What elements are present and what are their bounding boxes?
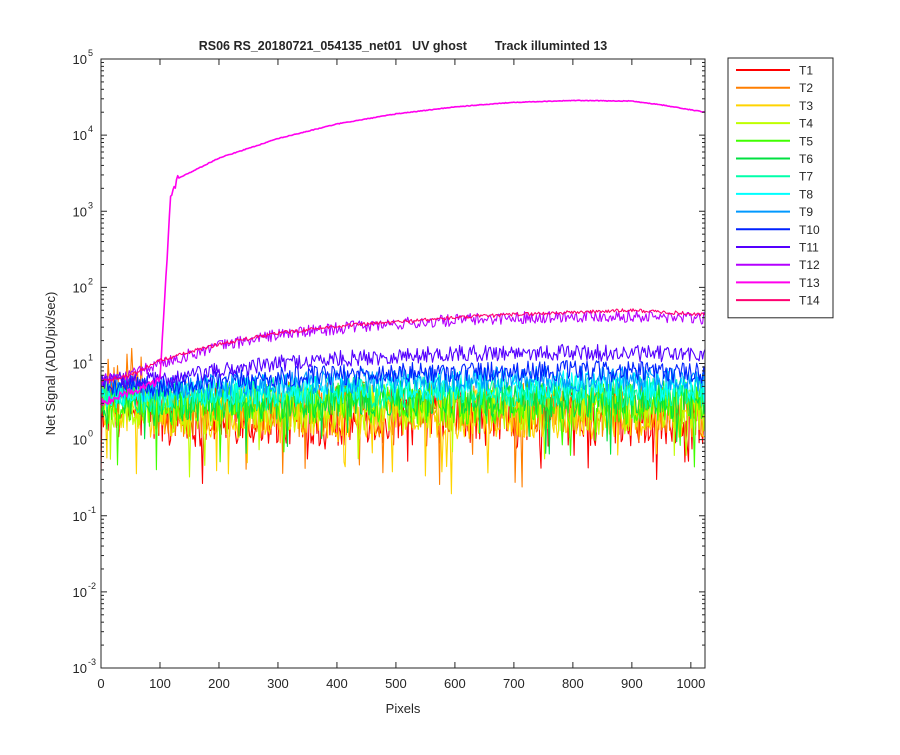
legend-label: T1 — [799, 64, 813, 78]
y-tick-exponent: 5 — [88, 48, 93, 58]
y-tick-exponent: 3 — [88, 200, 93, 210]
x-tick-label: 700 — [503, 676, 525, 691]
legend-label: T14 — [799, 294, 820, 308]
legend-item-t4: T4 — [736, 117, 813, 131]
x-tick-label: 600 — [444, 676, 466, 691]
y-tick-label: 10 — [73, 509, 87, 524]
legend-item-t1: T1 — [736, 64, 813, 78]
series-line-t9 — [100, 365, 706, 402]
y-tick-label: 10 — [73, 357, 87, 372]
y-tick-label: 10 — [73, 661, 87, 676]
chart-title: RS06 RS_20180721_054135_net01 UV ghost T… — [199, 39, 608, 53]
x-tick-label: 200 — [208, 676, 230, 691]
legend-label: T3 — [799, 99, 813, 113]
legend: T1 T2 T3 T4 T5 T6 T7 T8 T9 T10 T11 T12 T13 T14 — [727, 57, 834, 319]
legend-item-t11: T11 — [736, 241, 819, 255]
series-line-t13 — [100, 99, 706, 406]
legend-label: T12 — [799, 258, 820, 272]
legend-item-t9: T9 — [736, 205, 813, 219]
legend-label: T13 — [799, 276, 820, 290]
x-tick-label: 500 — [385, 676, 407, 691]
series-line-t10 — [100, 360, 706, 397]
y-tick-label: 10 — [73, 128, 87, 143]
x-tick-label: 300 — [267, 676, 289, 691]
legend-label: T5 — [799, 134, 813, 148]
y-tick-exponent: 1 — [88, 353, 93, 363]
y-tick-label: 10 — [73, 52, 87, 67]
legend-label: T10 — [799, 223, 820, 237]
x-tick-label: 400 — [326, 676, 348, 691]
legend-item-t10: T10 — [736, 223, 820, 237]
legend-box — [727, 57, 834, 319]
y-axis-label: Net Signal (ADU/pix/sec) — [43, 292, 58, 436]
legend-label: T4 — [799, 117, 813, 131]
y-tick-exponent: 4 — [88, 124, 93, 134]
legend-item-t2: T2 — [736, 81, 813, 95]
y-tick-exponent: 2 — [88, 276, 93, 286]
legend-item-t12: T12 — [736, 258, 820, 272]
legend-item-t7: T7 — [736, 170, 813, 184]
legend-item-t3: T3 — [736, 99, 813, 113]
y-tick-exponent: -3 — [88, 657, 96, 667]
legend-label: T2 — [799, 81, 813, 95]
y-tick-label: 10 — [73, 280, 87, 295]
x-tick-label: 1000 — [676, 676, 705, 691]
legend-label: T6 — [799, 152, 813, 166]
series-layer — [100, 99, 706, 495]
y-tick-exponent: 0 — [88, 429, 93, 439]
x-tick-label: 0 — [97, 676, 104, 691]
y-tick-exponent: -2 — [88, 581, 96, 591]
series-line-t11 — [100, 343, 706, 389]
y-tick-label: 10 — [73, 204, 87, 219]
legend-label: T11 — [799, 241, 819, 255]
legend-label: T9 — [799, 205, 813, 219]
x-tick-label: 900 — [621, 676, 643, 691]
y-tick-exponent: -1 — [88, 505, 96, 515]
legend-item-t8: T8 — [736, 187, 813, 201]
y-tick-label: 10 — [73, 433, 87, 448]
series-line-t14 — [100, 308, 706, 382]
legend-item-t13: T13 — [736, 276, 820, 290]
y-tick-label: 10 — [73, 585, 87, 600]
x-tick-label: 800 — [562, 676, 584, 691]
legend-item-t14: T14 — [736, 294, 820, 308]
x-tick-label: 100 — [149, 676, 171, 691]
x-axis-label: Pixels — [386, 701, 421, 716]
legend-item-t6: T6 — [736, 152, 813, 166]
legend-label: T7 — [799, 170, 813, 184]
legend-item-t5: T5 — [736, 134, 813, 148]
series-line-t7 — [100, 373, 706, 416]
legend-label: T8 — [799, 187, 813, 201]
